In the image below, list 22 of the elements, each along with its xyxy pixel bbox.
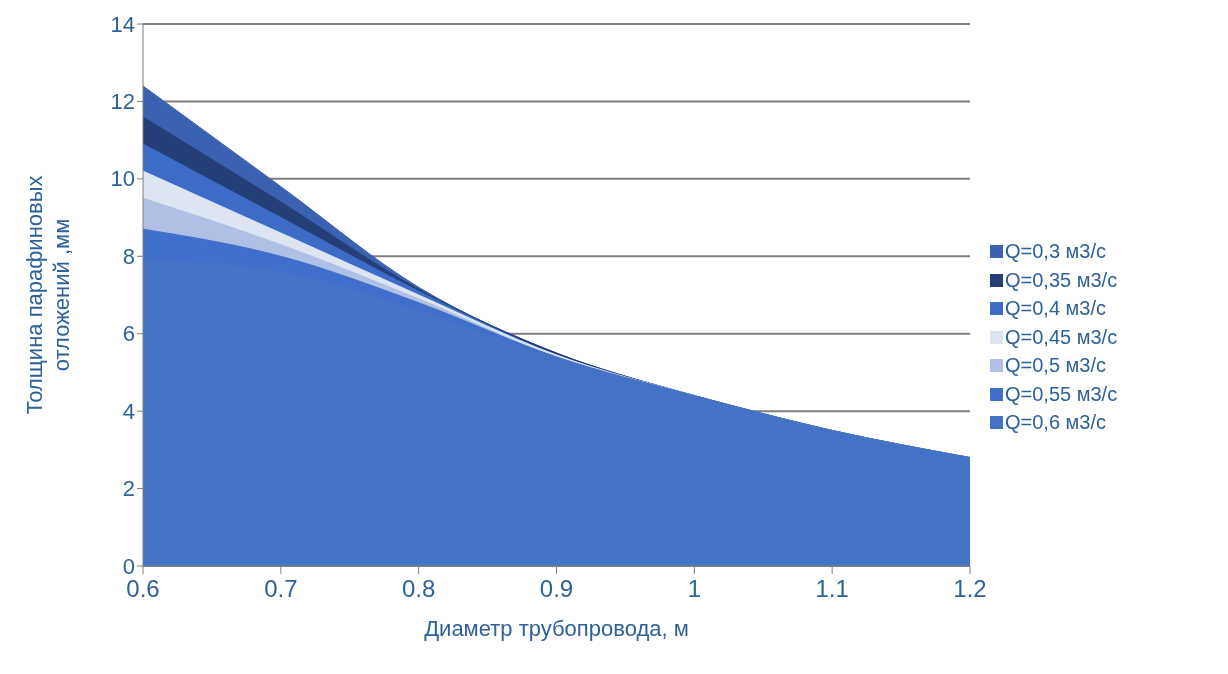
legend-label: Q=0,45 м3/с: [1005, 324, 1118, 350]
legend-label: Q=0,5 м3/с: [1005, 353, 1107, 379]
legend-label: Q=0,3 м3/с: [1005, 239, 1107, 265]
y-tick-label: 10: [110, 166, 135, 192]
y-tick-label: 2: [122, 476, 135, 502]
y-axis-title: Толщина парафиновых отложений ,мм: [22, 175, 74, 415]
x-tick-label: 0.7: [264, 575, 298, 603]
legend-label: Q=0,4 м3/с: [1005, 296, 1107, 322]
y-tick-label: 14: [110, 11, 135, 37]
x-tick-label: 1.1: [815, 575, 849, 603]
x-tick-label: 1: [687, 575, 702, 603]
x-axis-title: Диаметр трубопровода, м: [424, 616, 689, 641]
y-tick-label: 8: [122, 243, 135, 269]
legend-label: Q=0,6 м3/с: [1005, 410, 1107, 436]
x-tick-label: 0.8: [401, 575, 436, 603]
y-tick-label: 6: [122, 321, 135, 347]
y-tick-label: 4: [122, 398, 135, 424]
y-tick-label: 12: [110, 88, 135, 114]
x-tick-label: 1.2: [953, 575, 987, 603]
legend-label: Q=0,35 м3/с: [1005, 267, 1118, 293]
x-tick-label: 0.9: [539, 575, 574, 603]
legend-label: Q=0,55 м3/с: [1005, 381, 1118, 407]
